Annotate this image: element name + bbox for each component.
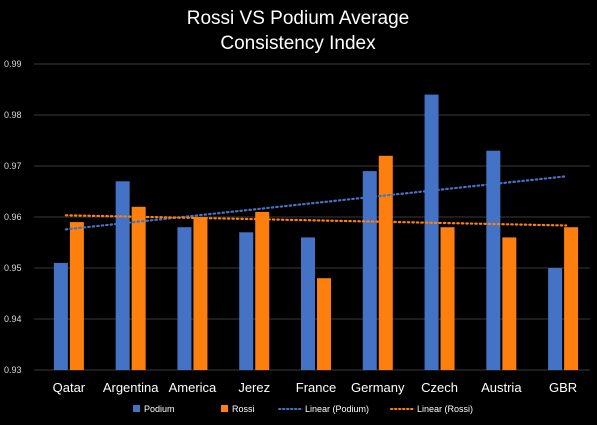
- bar-rossi-argentina: [131, 206, 146, 370]
- bar-podium-czech: [424, 94, 439, 370]
- bar-podium-america: [177, 227, 192, 370]
- x-category-label: Argentina: [103, 380, 159, 395]
- bar-rossi-germany: [378, 155, 393, 370]
- x-category-label: America: [169, 380, 217, 395]
- bar-podium-germany: [362, 171, 377, 370]
- bar-rossi-qatar: [69, 222, 84, 370]
- y-tick-label: 0.93: [4, 365, 22, 375]
- y-tick-label: 0.98: [4, 110, 22, 120]
- bar-rossi-czech: [440, 227, 455, 370]
- x-category-label: Jerez: [238, 380, 270, 395]
- bar-podium-jerez: [239, 232, 254, 370]
- x-category-label: France: [296, 380, 336, 395]
- bar-podium-france: [301, 237, 315, 370]
- bar-podium-qatar: [53, 262, 68, 370]
- x-category-label: Austria: [481, 380, 522, 395]
- bars: [53, 94, 579, 370]
- y-tick-label: 0.97: [4, 161, 22, 171]
- trendline-rossi: [64, 214, 568, 227]
- x-category-label: Germany: [351, 380, 405, 395]
- legend-swatch: [221, 405, 228, 412]
- bar-rossi-gbr: [564, 227, 579, 370]
- x-category-label: Czech: [421, 380, 458, 395]
- bar-rossi-america: [193, 217, 208, 370]
- legend-label: Rossi: [232, 404, 255, 414]
- bar-podium-austria: [486, 150, 501, 370]
- y-tick-label: 0.95: [4, 263, 22, 273]
- bar-rossi-jerez: [255, 211, 270, 370]
- bar-podium-gbr: [548, 268, 563, 370]
- legend-label: Linear (Rossi): [417, 404, 473, 414]
- bar-rossi-austria: [502, 237, 517, 370]
- y-tick-label: 0.94: [4, 314, 22, 324]
- legend-label: Linear (Podium): [305, 404, 369, 414]
- y-tick-label: 0.99: [4, 59, 22, 69]
- legend-label: Podium: [144, 404, 175, 414]
- y-axis-ticks: 0.93 0.94 0.95 0.96 0.97 0.98 0.99: [4, 59, 22, 375]
- y-tick-label: 0.96: [4, 212, 22, 222]
- legend-swatch: [133, 405, 140, 412]
- x-axis-categories: Qatar Argentina America Jerez France Germany C…: [53, 380, 578, 395]
- x-category-label: GBR: [549, 380, 577, 395]
- bar-rossi-france: [317, 278, 331, 370]
- chart-title: Rossi VS Podium Average: [187, 8, 410, 29]
- bar-podium-argentina: [115, 181, 130, 370]
- legend: Podium Rossi Linear (Podium) Linear (Rossi): [133, 404, 473, 414]
- chart-subtitle: Consistency Index: [220, 33, 376, 54]
- trendlines: [64, 175, 568, 231]
- trendline-podium: [64, 175, 568, 231]
- x-category-label: Qatar: [53, 380, 86, 395]
